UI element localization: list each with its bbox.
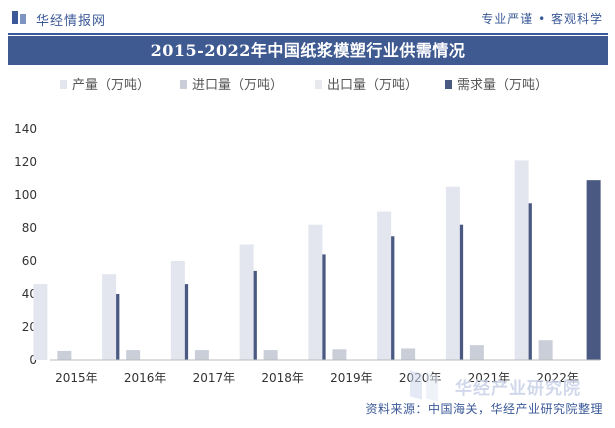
y-tick-label: 0 [29, 353, 37, 367]
legend-label: 进口量（万吨） [192, 78, 283, 93]
bar [469, 345, 484, 360]
x-tick-label: 2018年 [261, 371, 304, 385]
logo-icon [12, 11, 28, 24]
x-tick-label: 2016年 [124, 371, 167, 385]
bar [538, 340, 553, 360]
bar [170, 261, 185, 360]
y-tick-label: 120 [14, 155, 37, 169]
watermark-text: 华经产业研究院 [455, 379, 581, 399]
header: 华经情报网 专业严谨 • 客观科学 [0, 0, 615, 36]
bar [377, 211, 392, 360]
y-tick-label: 140 [14, 122, 37, 136]
bar [332, 349, 347, 360]
x-tick-label: 2022年 [536, 371, 579, 385]
bar [586, 180, 601, 360]
y-tick-label: 40 [22, 287, 37, 301]
legend-swatch [60, 80, 67, 89]
y-tick-label: 20 [22, 320, 37, 334]
title-bar: 2015-2022年中国纸浆模塑行业供需情况 [8, 36, 608, 65]
x-tick-label: 2015年 [55, 371, 98, 385]
y-tick-label: 80 [22, 221, 37, 235]
y-tick-label: 100 [14, 188, 37, 202]
legend-item: 进口量（万吨） [180, 78, 283, 93]
bar [194, 350, 209, 360]
bar [308, 224, 323, 360]
bar [401, 348, 416, 360]
legend-label: 出口量（万吨） [327, 78, 418, 93]
legend-swatch [445, 80, 452, 89]
legend: 产量（万吨） 进口量（万吨） 出口量（万吨） 需求量（万吨） [60, 78, 548, 93]
legend-item: 出口量（万吨） [315, 78, 418, 93]
legend-label: 需求量（万吨） [457, 78, 548, 93]
bar [57, 350, 72, 360]
x-tick-label: 2021年 [468, 371, 511, 385]
chart-title: 2015-2022年中国纸浆模塑行业供需情况 [150, 41, 466, 60]
bar [514, 160, 529, 360]
header-divider [8, 33, 608, 35]
tagline: 专业严谨 • 客观科学 [481, 12, 603, 26]
bar [126, 350, 141, 360]
legend-label: 产量（万吨） [72, 78, 150, 93]
bars [33, 160, 601, 361]
bar [239, 244, 254, 360]
x-tick-label: 2017年 [193, 371, 236, 385]
y-tick-label: 60 [22, 254, 37, 268]
bar [102, 274, 117, 360]
x-tick-label: 2019年 [330, 371, 373, 385]
bar [445, 186, 460, 360]
x-axis: 2015年2016年2017年2018年2019年2020年2021年2022年 [50, 359, 600, 385]
y-axis: 0 20 40 60 80 100 120 140 [14, 122, 37, 367]
legend-item: 产量（万吨） [60, 78, 150, 93]
source-note: 资料来源：中国海关，华经产业研究院整理 [365, 402, 603, 416]
watermark-logo [410, 370, 450, 402]
bar [33, 284, 48, 360]
chart: 产量（万吨） 进口量（万吨） 出口量（万吨） 需求量（万吨） 0 20 40 60 80 100… [14, 78, 601, 385]
bar-group [514, 160, 601, 361]
legend-swatch [315, 80, 322, 89]
legend-item: 需求量（万吨） [445, 78, 548, 93]
bar [263, 350, 278, 360]
brand-name: 华经情报网 [36, 14, 107, 29]
legend-swatch [180, 80, 187, 89]
